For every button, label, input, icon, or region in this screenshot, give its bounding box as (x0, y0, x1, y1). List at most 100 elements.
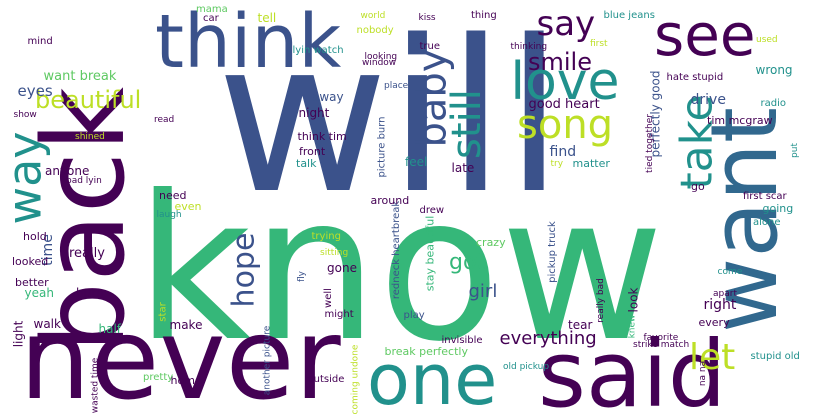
word-never: never (19, 295, 341, 419)
word-right: right (703, 297, 737, 313)
word-knew: knew (627, 314, 638, 338)
word-smile: smile (528, 48, 592, 76)
word-said: said (538, 321, 727, 419)
word-make: make (169, 318, 203, 332)
word-drive: drive (690, 92, 726, 108)
word-girl: girl (468, 281, 498, 302)
word-still: still (443, 89, 490, 159)
word-favorite: favorite (643, 332, 679, 343)
word-take: take (671, 94, 723, 190)
word-bad-lyin: bad lyin (66, 175, 102, 186)
word-good-heart: good heart (528, 96, 600, 112)
word-wrong: wrong (755, 63, 793, 77)
word-place: place (384, 80, 409, 91)
word-one: one (367, 339, 498, 419)
word-night: night (298, 106, 330, 120)
word-strike-match: strike match (633, 339, 690, 350)
word-invisible: invisible (441, 335, 483, 346)
word-got: got (449, 250, 486, 275)
word-another-picture: another picture (262, 325, 273, 395)
word-picture-burn: picture burn (376, 116, 388, 178)
word-first-scar: first scar (743, 191, 787, 202)
word-say: say (536, 4, 596, 44)
word-mind: mind (27, 36, 53, 47)
word-half: half (98, 322, 122, 336)
word-true: true (419, 41, 441, 52)
word-hate-stupid: hate stupid (666, 72, 724, 83)
word-gone: gone (327, 261, 357, 275)
word-anyone: anyone (45, 164, 90, 178)
word-let: let (689, 337, 736, 378)
word-world: world (360, 10, 386, 21)
word-stupid-old: stupid old (750, 351, 800, 362)
word-come: come (717, 266, 743, 277)
word-walk: walk (33, 317, 61, 331)
word-window: window (362, 57, 397, 68)
word-thinking: thinking (510, 41, 548, 52)
word-away: away (312, 90, 344, 104)
word-play: play (403, 310, 425, 321)
word-late: late (451, 161, 475, 175)
word-used: used (756, 34, 778, 45)
word-beautiful: beautiful (35, 86, 142, 114)
word-crazy: crazy (476, 235, 506, 249)
word-will: will (216, 0, 564, 240)
word-light: light (10, 320, 25, 348)
word-really-bad: really bad (595, 277, 606, 323)
word-burn: burn (76, 286, 104, 300)
word-shined: shined (75, 131, 105, 142)
word-well: well (322, 288, 334, 308)
word-think: think (155, 0, 342, 85)
word-outside: outside (307, 374, 345, 385)
word-want-break: want break (43, 68, 117, 84)
word-looked: looked (12, 254, 49, 268)
word-really: really (69, 245, 105, 261)
word-drew: drew (419, 205, 445, 216)
word-trying: trying (311, 231, 341, 242)
word-see: see (654, 1, 756, 69)
word-na-na: na na (697, 360, 708, 386)
word-talk: talk (296, 156, 317, 170)
word-fly: fly (296, 270, 307, 282)
word-find: find (549, 144, 577, 160)
word-front: front (299, 144, 326, 158)
word-tell: tell (257, 11, 277, 25)
word-hold: hold (23, 229, 47, 243)
word-hope: hope (225, 232, 261, 308)
word-even: even (174, 199, 202, 213)
word-know: know (135, 153, 665, 386)
word-pickup-truck: pickup truck (546, 221, 558, 283)
word-look: look (625, 287, 640, 313)
word-wasted-time: wasted time (90, 357, 101, 413)
word-put: put (789, 142, 800, 158)
word-home: home (170, 373, 202, 387)
word-tied-together: tied together (644, 113, 655, 173)
word-around: around (370, 193, 410, 207)
word-nobody: nobody (356, 25, 394, 36)
word-read: read (154, 114, 175, 125)
word-going: going (762, 201, 794, 215)
word-blue-jeans: blue jeans (603, 10, 655, 21)
word-radio: radio (760, 98, 786, 109)
word-show: show (13, 109, 37, 120)
word-might: might (324, 309, 354, 320)
word-car: car (203, 13, 219, 24)
word-tear: tear (568, 318, 593, 332)
word-redneck-heartbreak: redneck heartbreak (391, 200, 403, 300)
word-lyin-watch: lyin watch (292, 45, 344, 56)
word-break-perfectly: break perfectly (384, 344, 468, 358)
word-yeah: yeah (24, 286, 54, 300)
word-thing: thing (471, 10, 497, 21)
word-laugh: laugh (156, 209, 182, 220)
word-song: song (517, 102, 614, 148)
word-need: need (159, 188, 187, 202)
word-way: way (0, 131, 52, 225)
word-old-pickup: old pickup (503, 361, 550, 372)
word-feel: feel (405, 155, 428, 169)
word-tim-mcgraw: tim mcgraw (707, 113, 773, 127)
word-alone: alone (753, 217, 781, 228)
word-everything: everything (499, 328, 597, 349)
word-eyes: eyes (17, 81, 53, 100)
word-mama: mama (196, 4, 228, 15)
